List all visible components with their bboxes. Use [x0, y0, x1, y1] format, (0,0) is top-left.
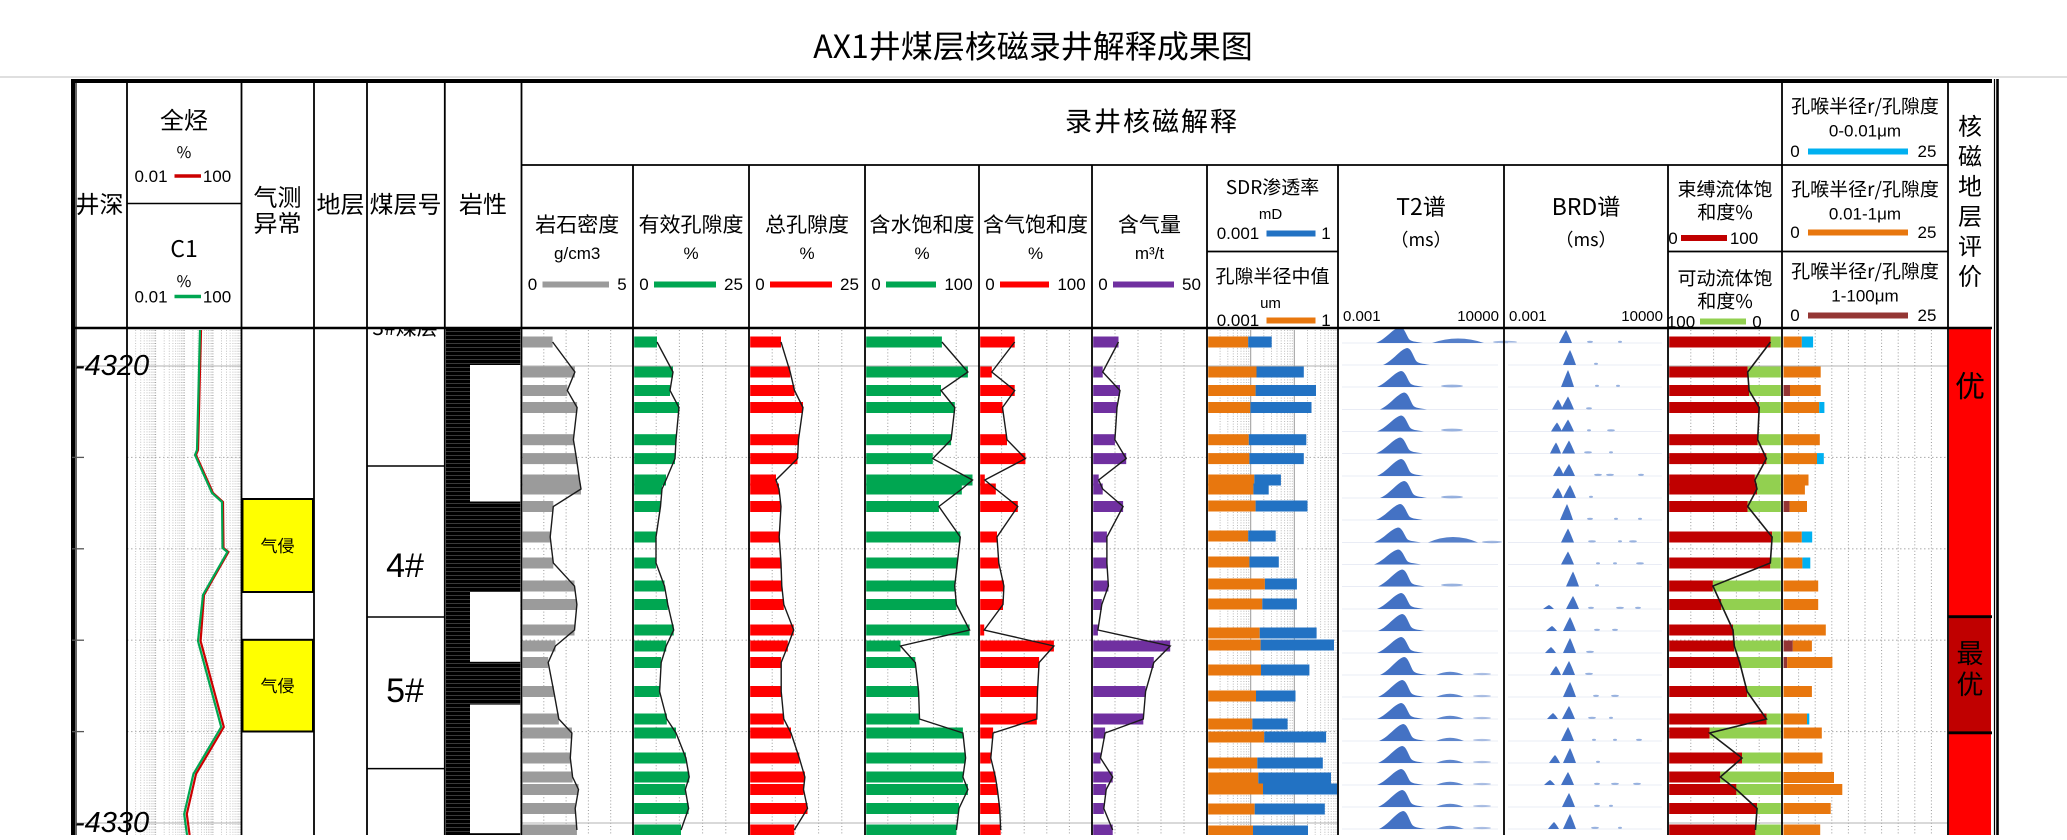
svg-text:100: 100 [1667, 313, 1695, 332]
svg-text:5: 5 [617, 275, 626, 294]
svg-text:100: 100 [203, 167, 231, 186]
svg-text:25: 25 [1918, 223, 1937, 242]
svg-text:um: um [1260, 295, 1281, 312]
svg-text:0: 0 [1790, 223, 1799, 242]
svg-text:0: 0 [528, 275, 537, 294]
svg-text:0: 0 [1790, 142, 1799, 161]
svg-text:%: % [914, 244, 929, 263]
svg-text:25: 25 [840, 275, 859, 294]
svg-text:25: 25 [1918, 306, 1937, 325]
svg-text:100: 100 [1057, 275, 1085, 294]
svg-text:1: 1 [1321, 311, 1330, 330]
svg-text:0: 0 [1098, 275, 1107, 294]
svg-text:100: 100 [944, 275, 972, 294]
svg-text:0.001: 0.001 [1509, 308, 1547, 325]
svg-text:5#: 5# [386, 672, 424, 710]
svg-text:10000: 10000 [1621, 308, 1663, 325]
svg-text:1-100μm: 1-100μm [1831, 287, 1898, 306]
svg-text:4#: 4# [386, 547, 424, 585]
svg-text:0.001: 0.001 [1217, 311, 1260, 330]
svg-text:10000: 10000 [1457, 308, 1499, 325]
svg-text:0.001: 0.001 [1343, 308, 1381, 325]
svg-text:0.01: 0.01 [134, 288, 167, 307]
svg-text:m³/t: m³/t [1135, 244, 1165, 263]
svg-text:mD: mD [1259, 206, 1282, 223]
svg-text:%: % [799, 244, 814, 263]
svg-text:25: 25 [724, 275, 743, 294]
svg-text:0.001: 0.001 [1217, 224, 1260, 243]
svg-text:-4330: -4330 [75, 807, 149, 835]
svg-text:25: 25 [1918, 142, 1937, 161]
svg-text:0: 0 [985, 275, 994, 294]
svg-text:0: 0 [871, 275, 880, 294]
svg-text:0.01-1μm: 0.01-1μm [1829, 205, 1901, 224]
svg-text:0.01: 0.01 [134, 167, 167, 186]
svg-text:-4320: -4320 [75, 350, 149, 382]
svg-text:100: 100 [1730, 229, 1758, 248]
svg-text:0: 0 [1668, 229, 1677, 248]
svg-text:%: % [683, 244, 698, 263]
svg-text:0: 0 [1790, 306, 1799, 325]
svg-text:50: 50 [1182, 275, 1201, 294]
svg-text:0: 0 [639, 275, 648, 294]
svg-text:%: % [1028, 244, 1043, 263]
svg-text:100: 100 [203, 288, 231, 307]
svg-text:0: 0 [1752, 313, 1761, 332]
svg-text:1: 1 [1321, 224, 1330, 243]
svg-text:0-0.01μm: 0-0.01μm [1829, 122, 1901, 141]
svg-text:g/cm3: g/cm3 [554, 244, 600, 263]
svg-text:0: 0 [755, 275, 764, 294]
